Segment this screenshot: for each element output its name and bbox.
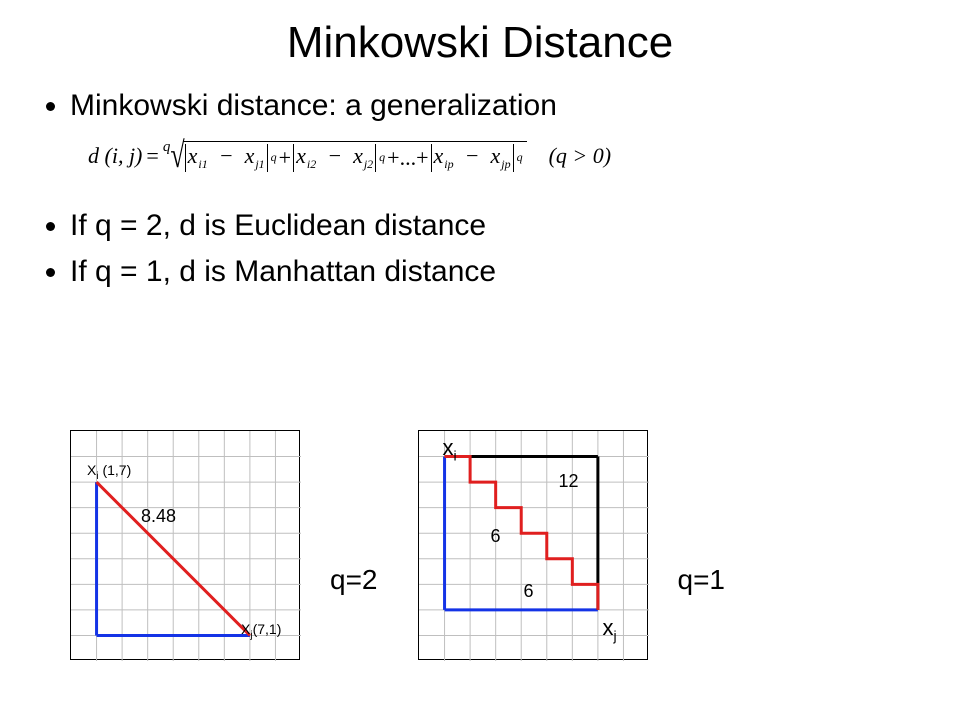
- formula-lhs: d (i, j): [88, 143, 142, 169]
- grid-manhattan: xi xj 12 6 6: [418, 430, 648, 660]
- formula-eq: =: [146, 143, 158, 169]
- formula-radical: √ xi1 − xj1 q + xi2 − xj2: [170, 141, 526, 172]
- bullet-list: Minkowski distance: a generalization: [40, 86, 920, 127]
- formula: d (i, j) = q √ xi1 − xj1 q + xi2: [88, 141, 920, 172]
- formula-root-index: q: [163, 139, 171, 156]
- grid-euclidean: Xi (1,7) 8.48 Xj(7,1): [70, 430, 300, 660]
- radical-body: xi1 − xj1 q + xi2 − xj2 q +...+: [183, 141, 527, 172]
- figures-row: Xi (1,7) 8.48 Xj(7,1) q=2 xi xj 12 6: [70, 430, 725, 660]
- bullet-2: If q = 2, d is Euclidean distance: [70, 206, 920, 247]
- abs-term-1: xi1 − xj1: [185, 144, 268, 172]
- bullet-list-2: If q = 2, d is Euclidean distance If q =…: [40, 206, 920, 293]
- bullet-3: If q = 1, d is Manhattan distance: [70, 252, 920, 293]
- figure-manhattan: xi xj 12 6 6 q=1: [418, 430, 726, 660]
- label-12: 12: [559, 471, 579, 492]
- label-6a: 6: [491, 526, 501, 547]
- abs-term-2: xi2 − xj2: [293, 144, 376, 172]
- radical-symbol: √: [170, 135, 184, 177]
- bullet-1: Minkowski distance: a generalization: [70, 86, 920, 127]
- label-xi-point: Xi (1,7): [87, 462, 131, 482]
- label-xi: xi: [443, 435, 457, 463]
- plus-1: +: [279, 145, 291, 171]
- figure-euclidean: Xi (1,7) 8.48 Xj(7,1) q=2: [70, 430, 378, 660]
- q-label-euclidean: q=2: [330, 564, 378, 596]
- ellipsis: +...+: [387, 145, 428, 171]
- slide-title: Minkowski Distance: [40, 18, 920, 68]
- label-xj-point: Xj(7,1): [241, 621, 281, 641]
- label-6b: 6: [524, 581, 534, 602]
- label-distance: 8.48: [141, 506, 176, 527]
- q-label-manhattan: q=1: [678, 564, 726, 596]
- formula-cond: (q > 0): [549, 143, 612, 169]
- slide: Minkowski Distance Minkowski distance: a…: [0, 0, 960, 720]
- abs-term-3: xip − xjp: [431, 144, 514, 172]
- label-xj: xj: [603, 615, 617, 643]
